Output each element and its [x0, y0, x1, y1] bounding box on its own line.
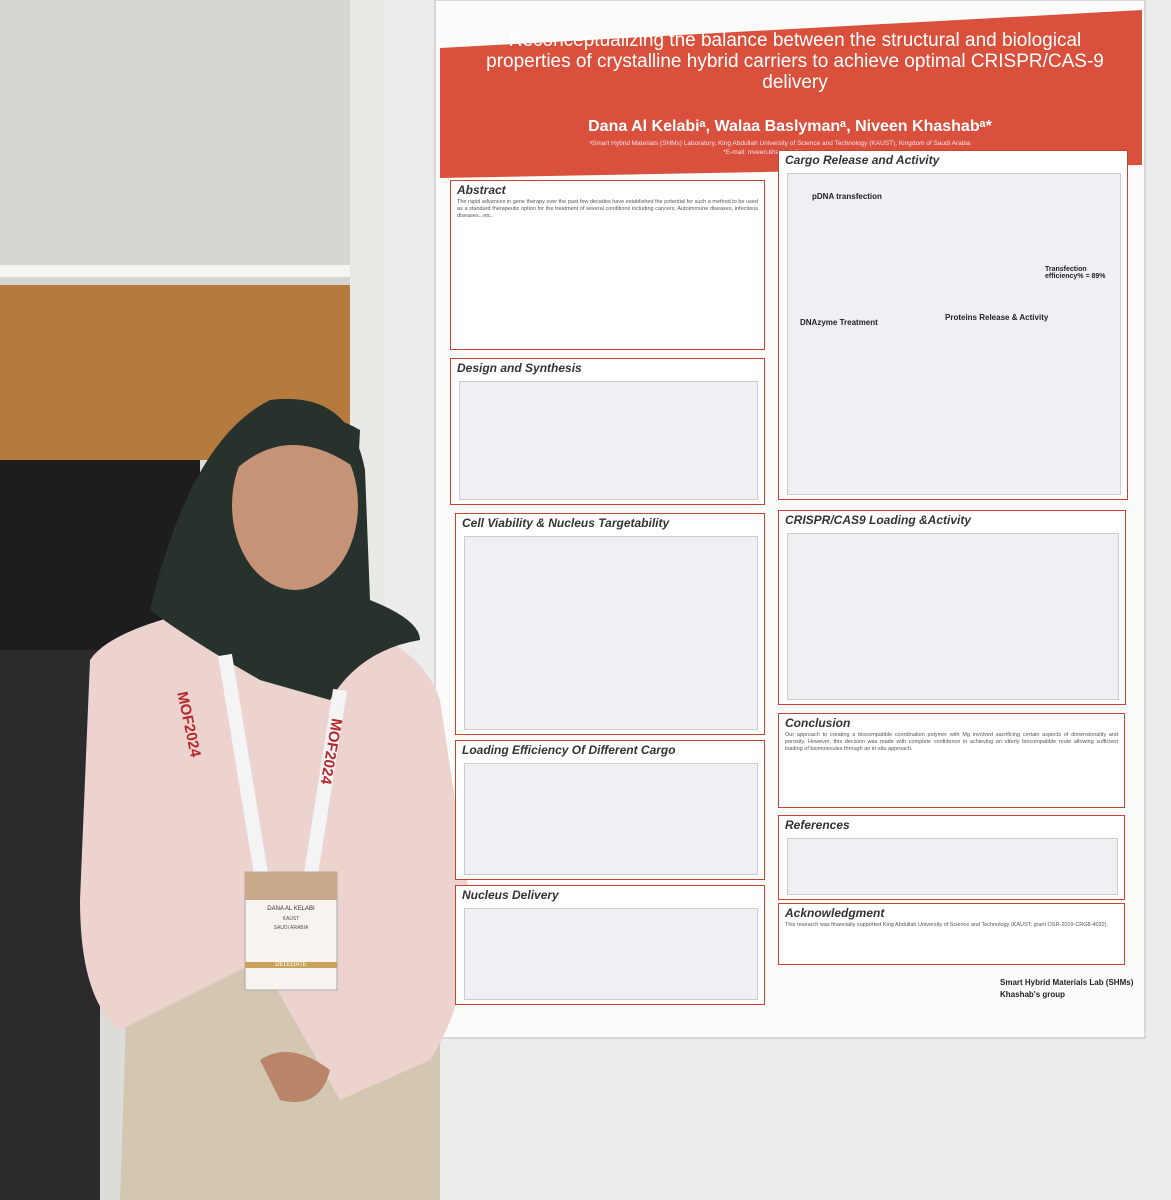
poster-section: CRISPR/CAS9 Loading &Activity [778, 510, 1126, 705]
subheading: Transfection efficiency% = 89% [1045, 266, 1106, 280]
poster-section: Cell Viability & Nucleus Targetability [455, 513, 765, 735]
poster-header [440, 10, 1142, 178]
subheading: pDNA transfection [812, 192, 882, 201]
poster-affiliation: ᵃSmart Hybrid Materials (SHMs) Laborator… [589, 140, 971, 147]
poster-authors: Dana Al Kelabiᵃ, Walaa Baslymanᵃ, Niveen… [588, 118, 992, 135]
section-heading: Cargo Release and Activity [785, 153, 940, 167]
section-text: Our approach to creating a biocompatible… [785, 732, 1118, 752]
subheading: Proteins Release & Activity [945, 313, 1049, 322]
section-heading: Conclusion [785, 716, 851, 730]
section-heading: Acknowledgment [785, 906, 885, 920]
poster-section: Cargo Release and Activity [778, 150, 1128, 500]
section-heading: Abstract [457, 183, 506, 197]
light-strip [0, 265, 360, 277]
poster-section: Nucleus Delivery [455, 885, 765, 1005]
poster-section: Abstract The rapid advances in gene thera… [450, 180, 765, 350]
figure-panel [787, 838, 1118, 895]
poster-title: Reconceptualizing the balance between th… [486, 30, 1104, 93]
section-heading: Design and Synthesis [457, 361, 582, 375]
section-heading: Nucleus Delivery [462, 888, 559, 902]
figure-panel [464, 908, 758, 1000]
figure-panel [464, 536, 758, 730]
lab-name: Smart Hybrid Materials Lab (SHMs) [1000, 978, 1134, 987]
section-heading: References [785, 818, 850, 832]
badge-banner [245, 872, 337, 900]
badge-role: DELEGATE [245, 962, 337, 968]
badge-org: KAUST [282, 916, 300, 922]
poster-section: References [778, 815, 1125, 900]
poster-section: Design and Synthesis [450, 358, 765, 505]
section-text: The rapid advances in gene therapy over … [457, 199, 758, 219]
ceiling [0, 0, 370, 290]
lanyard [218, 653, 347, 882]
section-text: This research was financially supported … [785, 922, 1109, 928]
figure-panel [787, 533, 1119, 700]
section-heading: Cell Viability & Nucleus Targetability [462, 516, 670, 530]
figure-panel [787, 173, 1121, 495]
badge-country: SAUDI ARABIA [273, 925, 309, 931]
section-heading: Loading Efficiency Of Different Cargo [462, 743, 676, 757]
hands [260, 1052, 330, 1102]
figure-panel [464, 763, 758, 875]
section-heading: CRISPR/CAS9 Loading &Activity [785, 513, 972, 527]
figure-panel [459, 381, 758, 500]
poster-section: Loading Efficiency Of Different Cargo [455, 740, 765, 880]
subheading: DNAzyme Treatment [800, 318, 878, 327]
badge-name: DANA AL KELABI [267, 906, 315, 912]
shirt [80, 610, 470, 1100]
poster-section: Acknowledgment This research was financia… [778, 903, 1125, 965]
hijab-top [235, 414, 360, 470]
face [232, 420, 358, 590]
lab-group: Khashab's group [1000, 990, 1066, 999]
poster-section: Conclusion Our approach to creating a bio… [778, 713, 1125, 808]
